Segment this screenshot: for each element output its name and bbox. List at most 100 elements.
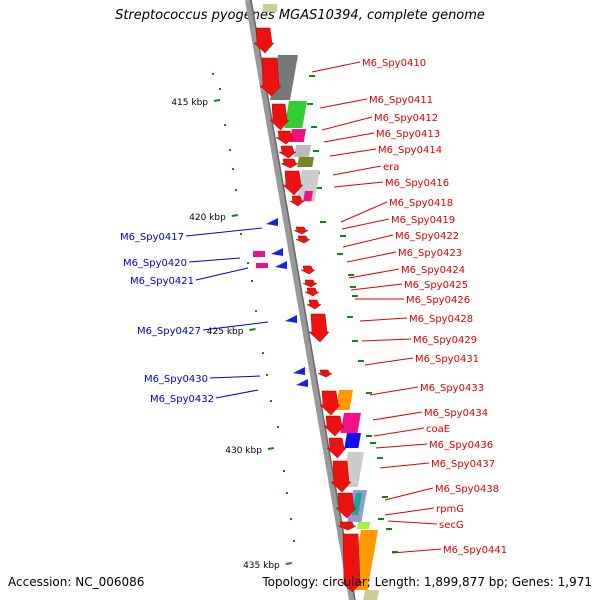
- feature-tick: [311, 126, 317, 128]
- forward-gene-leader: [323, 132, 375, 143]
- forward-gene-label: M6_Spy0419: [391, 215, 455, 226]
- feature-tick: [313, 150, 319, 152]
- forward-gene-arrow: [319, 390, 341, 416]
- forward-gene-arrow: [300, 265, 316, 275]
- reverse-gene-leader: [188, 257, 241, 263]
- reverse-gene-arrow: [271, 248, 283, 256]
- forward-gene-arrow: [317, 369, 333, 378]
- forward-gene-label: M6_Spy0436: [429, 440, 493, 451]
- genome-summary-text: Topology: circular; Length: 1,899,877 bp…: [262, 575, 592, 589]
- kbp-tick-label: 420 kbp: [189, 213, 226, 223]
- forward-gene-label: rpmG: [436, 504, 464, 515]
- ruler-dot: [212, 73, 214, 75]
- forward-gene-leader: [379, 462, 430, 469]
- forward-gene-leader: [384, 487, 434, 501]
- reverse-gene-leader: [185, 227, 263, 237]
- feature-tick: [337, 253, 343, 255]
- feature-tick: [316, 187, 322, 189]
- forward-gene-leader: [341, 218, 390, 230]
- forward-gene-label: M6_Spy0441: [443, 545, 507, 556]
- cog-block: [284, 101, 307, 128]
- cog-block: [289, 129, 306, 142]
- forward-gene-label: M6_Spy0431: [415, 354, 479, 365]
- ruler-dot: [290, 518, 292, 520]
- feature-tick: [340, 235, 346, 237]
- ruler-dot: [283, 470, 285, 472]
- kbp-ruler: 415 kbp 420 kbp 425 kbp 430 kbp 435 kbp: [171, 73, 398, 571]
- forward-gene-leader: [340, 201, 388, 223]
- forward-gene-leader: [387, 520, 438, 525]
- forward-gene-leader: [321, 116, 373, 131]
- forward-gene-leader: [375, 443, 428, 449]
- ruler-dot: [251, 280, 253, 282]
- forward-gene-label: M6_Spy0433: [420, 383, 484, 394]
- forward-gene-label: M6_Spy0418: [389, 198, 453, 209]
- forward-gene-leader: [348, 268, 400, 279]
- forward-gene-leader: [319, 98, 368, 109]
- ruler-dot: [277, 426, 279, 428]
- cog-block: [263, 4, 277, 12]
- kbp-tick-label: 415 kbp: [171, 98, 208, 108]
- forward-gene-arrow: [259, 57, 282, 97]
- forward-gene-label: M6_Spy0414: [378, 145, 442, 156]
- backbone-line: [245, 0, 355, 600]
- ruler-tick: [249, 328, 256, 331]
- ruler-tick: [231, 214, 238, 217]
- forward-gene-arrow: [278, 145, 297, 159]
- forward-gene-label: M6_Spy0412: [374, 113, 438, 124]
- feature-tick: [352, 295, 358, 297]
- forward-gene-arrow: [282, 170, 304, 196]
- cog-color-track: [263, 4, 379, 600]
- reverse-gene-label: M6_Spy0427: [137, 326, 201, 337]
- cog-block: [344, 433, 361, 448]
- forward-gene-label: M6_Spy0423: [398, 248, 462, 259]
- forward-gene-arrow: [304, 287, 320, 297]
- cog-block: [293, 145, 311, 157]
- forward-gene-arrow: [275, 130, 295, 145]
- forward-gene-arrow: [323, 415, 345, 437]
- forward-gene-leader: [329, 148, 377, 157]
- forward-gene-label: M6_Spy0434: [424, 408, 488, 419]
- cog-block: [297, 157, 314, 167]
- ruler-dot: [286, 492, 288, 494]
- forward-gene-leader: [350, 283, 403, 291]
- reverse-gene-leader: [202, 321, 269, 331]
- feature-tick: [392, 551, 398, 553]
- ruler-tick: [213, 99, 221, 102]
- forward-gene-arrow: [293, 226, 309, 235]
- forward-gene-leader: [361, 338, 412, 342]
- forward-gene-arrow: [280, 158, 299, 169]
- reverse-gene-arrow: [296, 379, 308, 387]
- forward-gene-arrow: [326, 437, 347, 459]
- cog-block: [296, 170, 320, 202]
- reverse-gene-label: M6_Spy0430: [144, 374, 208, 385]
- feature-tick: [386, 528, 392, 530]
- forward-gene-label: M6_Spy0438: [435, 484, 499, 495]
- cog-block: [303, 191, 313, 201]
- ruler-dot: [255, 310, 257, 312]
- forward-gene-leader: [332, 165, 382, 176]
- forward-gene-label: M6_Spy0425: [404, 280, 468, 291]
- ruler-tick: [267, 447, 275, 450]
- feature-tick: [366, 392, 372, 394]
- reverse-gene-arrow: [293, 367, 305, 375]
- forward-gene-leader: [369, 386, 419, 396]
- kbp-tick-label: 425 kbp: [207, 327, 244, 337]
- feature-tick: [377, 457, 383, 459]
- forward-gene-leader: [311, 61, 361, 73]
- feature-tick: [350, 286, 356, 288]
- forward-gene-arrow: [308, 313, 330, 343]
- gene-features: [253, 27, 363, 593]
- reverse-gene-label: M6_Spy0417: [120, 232, 184, 243]
- forward-gene-label: M6_Spy0428: [409, 314, 473, 325]
- cog-block: [356, 522, 370, 529]
- forward-gene-arrow: [335, 492, 357, 519]
- forward-gene-label: M6_Spy0426: [406, 295, 470, 306]
- feature-tick: [320, 221, 326, 223]
- forward-gene-arrow: [337, 521, 357, 531]
- forward-gene-label: M6_Spy0429: [413, 335, 477, 346]
- forward-gene-arrow: [289, 195, 305, 207]
- feature-tick: [378, 518, 384, 520]
- forward-gene-label: M6_Spy0413: [376, 129, 440, 140]
- reverse-gene-label: M6_Spy0420: [123, 258, 187, 269]
